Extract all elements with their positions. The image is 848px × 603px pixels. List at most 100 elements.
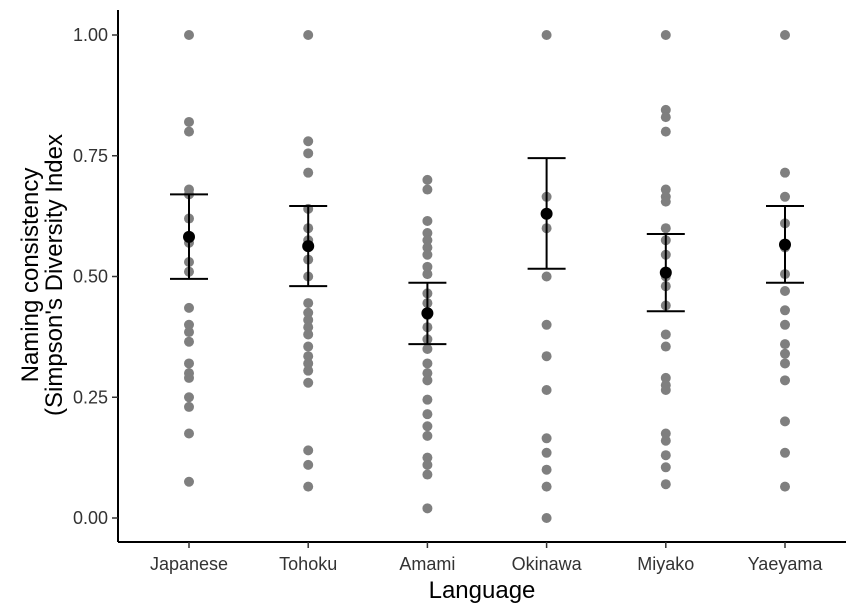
data-point: [422, 249, 433, 260]
data-point: [660, 385, 671, 396]
data-point: [780, 339, 790, 350]
x-axis-ticks: Japanese Tohoku Amami Okinawa Miyako Yaeyama: [150, 542, 823, 574]
data-point: [660, 112, 671, 123]
data-point: [660, 341, 671, 352]
data-point: [541, 351, 552, 362]
data-point: [422, 503, 433, 514]
x-tick-label: Tohoku: [279, 554, 337, 574]
data-point: [422, 452, 433, 463]
data-point: [303, 358, 314, 369]
data-point: [422, 421, 433, 432]
data-point: [184, 372, 194, 383]
y-tick-label: 1.00: [73, 25, 108, 45]
data-point: [780, 375, 790, 386]
data-point: [184, 476, 194, 487]
data-point: [184, 327, 194, 338]
x-tick-label: Miyako: [637, 554, 694, 574]
data-point: [303, 30, 314, 40]
data-point: [422, 459, 433, 470]
data-point: [422, 469, 433, 480]
mean-point: [540, 207, 553, 220]
data-point: [184, 302, 194, 313]
data-point: [660, 479, 671, 490]
data-point: [541, 271, 552, 282]
data-point: [660, 126, 671, 137]
data-point: [303, 481, 314, 492]
data-point: [422, 368, 433, 379]
data-point: [780, 416, 790, 427]
y-tick-label: 0.00: [73, 508, 108, 528]
data-point: [541, 385, 552, 396]
data-point: [541, 481, 552, 492]
data-point: [541, 513, 552, 523]
data-point: [780, 319, 790, 330]
data-point: [422, 358, 433, 369]
mean-point: [183, 230, 195, 243]
data-point: [303, 307, 314, 318]
data-point: [303, 167, 314, 178]
data-point: [422, 184, 433, 195]
data-point: [184, 428, 194, 439]
data-point: [780, 30, 790, 40]
y-axis-title-line-2: (Simpson's Diversity Index: [41, 134, 68, 416]
data-point: [184, 126, 194, 137]
data-point: [422, 269, 433, 280]
data-point: [541, 30, 552, 40]
data-point: [422, 228, 433, 239]
x-tick-label: Japanese: [150, 554, 228, 574]
data-point: [303, 445, 314, 456]
data-point: [541, 447, 552, 458]
mean-point: [421, 307, 434, 320]
data-point: [303, 341, 314, 352]
data-point: [422, 174, 433, 185]
data-point: [422, 375, 433, 386]
data-point: [303, 365, 314, 376]
data-point: [422, 261, 433, 272]
data-point: [660, 196, 671, 207]
data-point: [184, 30, 194, 40]
data-point: [660, 184, 671, 195]
data-point: [184, 319, 194, 330]
data-point: [780, 305, 790, 316]
data-point: [660, 223, 671, 234]
data-point: [422, 409, 433, 420]
data-point: [303, 322, 314, 333]
y-tick-label: 0.75: [73, 146, 108, 166]
data-point: [541, 433, 552, 444]
y-tick-label: 0.25: [73, 387, 108, 407]
data-point: [780, 191, 790, 202]
data-point: [660, 30, 671, 40]
mean-point: [302, 240, 315, 253]
data-point: [660, 104, 671, 115]
data-point: [303, 329, 314, 340]
data-point: [184, 116, 194, 127]
y-axis-title-line-1: Naming consistency: [17, 168, 44, 383]
data-point: [422, 430, 433, 441]
data-point: [541, 319, 552, 330]
data-point: [660, 462, 671, 473]
data-point: [184, 392, 194, 403]
data-point: [303, 377, 314, 388]
x-tick-label: Amami: [399, 554, 455, 574]
data-point: [780, 348, 790, 359]
x-tick-label: Yaeyama: [748, 554, 824, 574]
data-point: [303, 148, 314, 159]
data-point: [660, 435, 671, 446]
data-point: [660, 329, 671, 340]
data-point: [184, 336, 194, 347]
data-point: [184, 401, 194, 412]
data-point: [780, 447, 790, 458]
data-point: [780, 285, 790, 296]
data-point: [422, 235, 433, 246]
data-point: [660, 450, 671, 461]
data-point: [422, 242, 433, 253]
x-axis-title: Language: [429, 577, 536, 603]
data-point: [780, 358, 790, 369]
data-point: [303, 298, 314, 309]
data-point: [780, 481, 790, 492]
mean-point: [659, 266, 672, 279]
data-point: [541, 464, 552, 475]
data-point: [303, 351, 314, 362]
data-point: [660, 428, 671, 439]
data-point: [184, 358, 194, 369]
